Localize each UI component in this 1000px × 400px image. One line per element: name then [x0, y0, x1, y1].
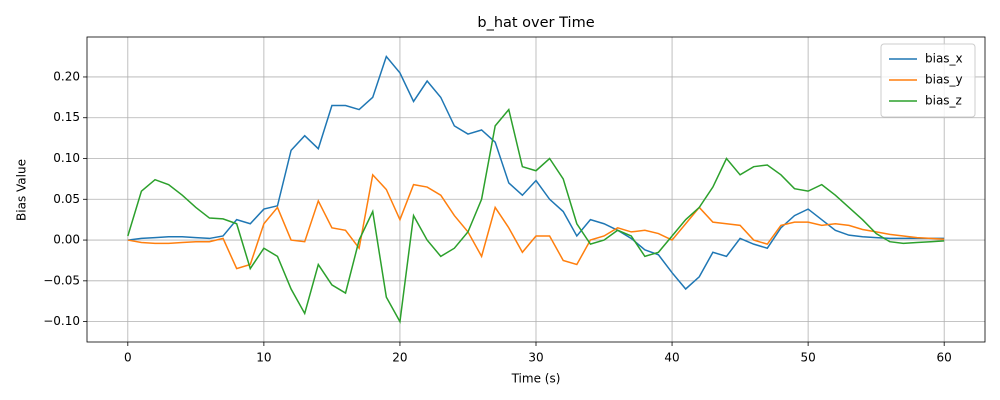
legend-label: bias_z — [925, 94, 962, 108]
data-line — [127, 173, 945, 270]
y-axis-label: Bias Value — [15, 159, 29, 221]
chart-title: b_hat over Time — [477, 15, 594, 31]
x-axis-label: Time (s) — [511, 372, 561, 386]
legend-label: bias_x — [925, 52, 963, 66]
data-line — [127, 107, 945, 324]
x-tick-label: 0 — [124, 351, 132, 365]
y-tick-label: 0.15 — [53, 110, 80, 124]
plot-frame — [86, 36, 986, 343]
data-line — [127, 55, 945, 291]
y-tick-label: 0.00 — [53, 233, 80, 247]
legend: bias_x bias_y bias_z — [880, 43, 976, 118]
y-tick-label: −0.10 — [43, 314, 80, 328]
y-tick-label: 0.20 — [53, 69, 80, 83]
x-tick-label: 40 — [664, 351, 679, 365]
x-tick-label: 20 — [392, 351, 407, 365]
x-tick-label: 60 — [937, 351, 952, 365]
legend-label: bias_y — [925, 73, 963, 87]
x-tick-label: 30 — [528, 351, 543, 365]
x-tick-label: 10 — [256, 351, 271, 365]
legend-box — [880, 43, 976, 118]
x-tick-label: 50 — [800, 351, 815, 365]
y-tick-label: 0.05 — [53, 192, 80, 206]
y-tick-label: 0.10 — [53, 151, 80, 165]
y-tick-label: −0.05 — [43, 273, 80, 287]
